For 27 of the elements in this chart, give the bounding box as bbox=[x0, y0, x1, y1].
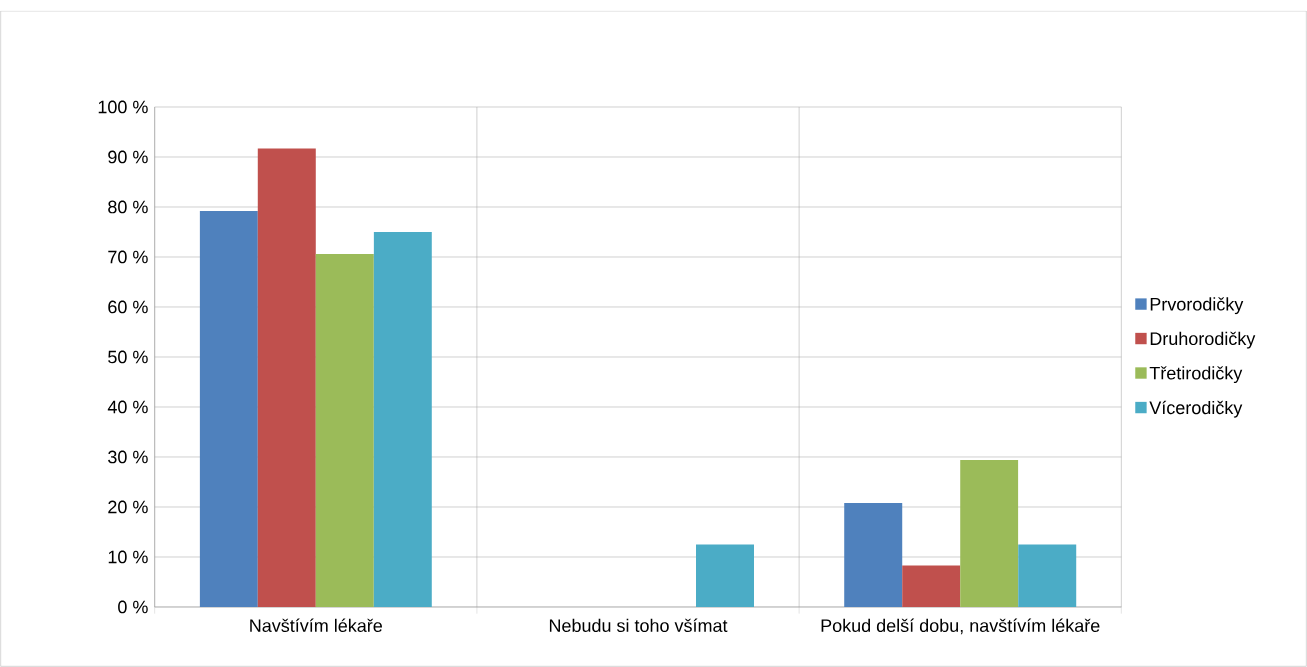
legend-label: Třetirodičky bbox=[1149, 366, 1243, 384]
y-tick-label: 90 % bbox=[108, 150, 148, 164]
legend-label: Druhorodičky bbox=[1150, 331, 1256, 349]
y-tick-label: 70 % bbox=[108, 250, 148, 264]
y-tick-label: 100 % bbox=[98, 100, 148, 114]
bar bbox=[1018, 544, 1077, 607]
x-tick-label: Pokud delší dobu, navštívím lékaře bbox=[821, 618, 1100, 635]
bar bbox=[257, 148, 316, 607]
bar bbox=[902, 565, 961, 607]
y-tick-label: 30 % bbox=[108, 450, 148, 464]
bar bbox=[844, 502, 903, 607]
bar bbox=[373, 231, 432, 607]
y-tick-label: 0 % bbox=[118, 600, 148, 614]
x-tick-label: Nebudu si toho všímat bbox=[549, 618, 728, 633]
bar bbox=[199, 210, 258, 607]
y-tick-label: 40 % bbox=[107, 400, 148, 414]
legend-label: Vícerodičky bbox=[1149, 400, 1243, 418]
y-tick-label: 20 % bbox=[108, 500, 148, 514]
bar bbox=[960, 459, 1019, 607]
y-tick-label: 50 % bbox=[108, 350, 148, 364]
y-tick-label: 60 % bbox=[108, 300, 148, 314]
bar bbox=[315, 253, 374, 607]
y-tick-label: 80 % bbox=[108, 200, 148, 214]
y-tick-label: 10 % bbox=[108, 550, 148, 564]
legend-label: Prvorodičky bbox=[1150, 297, 1244, 315]
x-tick-label: Navštívím lékaře bbox=[250, 618, 382, 633]
bar bbox=[696, 544, 754, 607]
